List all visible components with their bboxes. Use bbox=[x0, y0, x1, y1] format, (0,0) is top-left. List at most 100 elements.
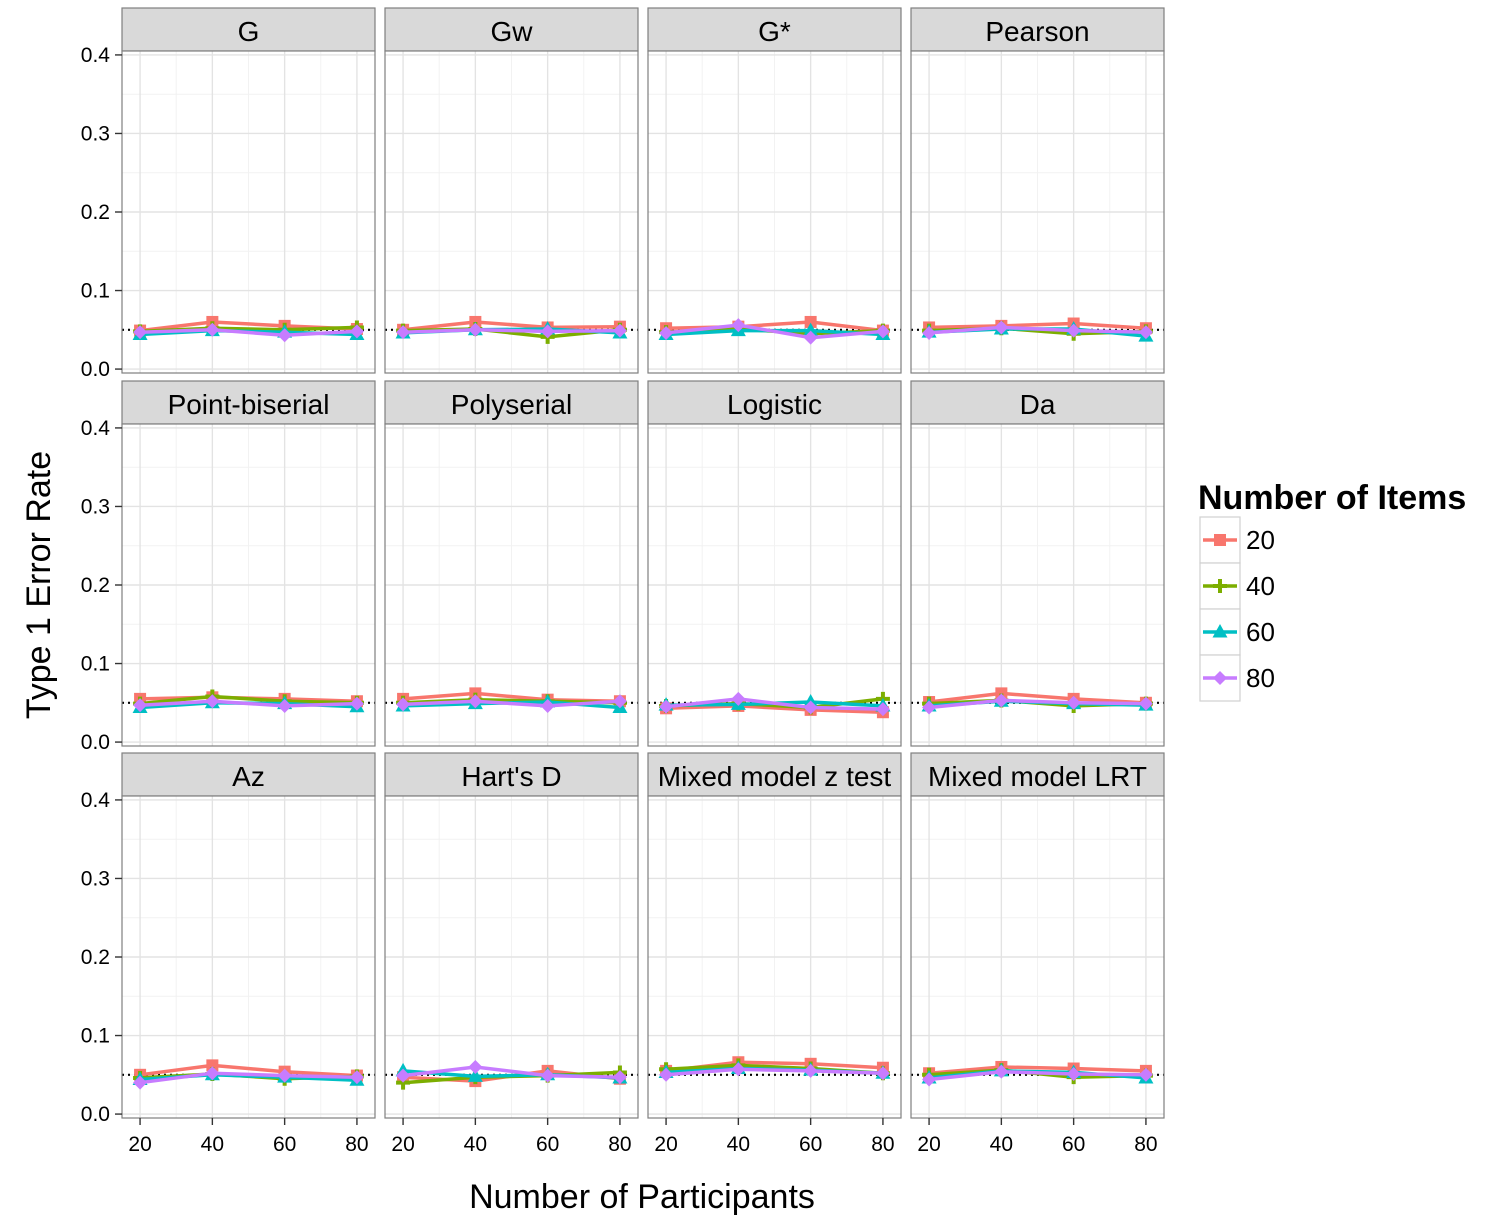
facet-title: Polyserial bbox=[451, 389, 572, 420]
facet-title: Pearson bbox=[985, 16, 1089, 47]
series-line bbox=[140, 328, 357, 338]
series-line bbox=[929, 321, 1147, 330]
facet-panel: Pearson bbox=[910, 7, 1165, 374]
y-tick-label: 0.1 bbox=[81, 280, 110, 303]
x-tick-label: 20 bbox=[917, 1133, 940, 1156]
facet-title: Az bbox=[232, 761, 265, 792]
data-point bbox=[468, 694, 483, 709]
data-point bbox=[277, 698, 292, 713]
data-point bbox=[277, 1068, 292, 1083]
legend-label: 60 bbox=[1246, 617, 1275, 647]
series-line bbox=[665, 1067, 883, 1077]
y-tick-label: 0.2 bbox=[81, 201, 110, 224]
facet-strip bbox=[384, 7, 639, 52]
facet-panel: Point-biserial bbox=[121, 380, 376, 747]
panel-border bbox=[647, 795, 902, 1119]
series-line bbox=[928, 1069, 1146, 1082]
axes-layer: 0.0 0.1 0.2 0.3 0.4 0.0 0.1 0.2 0.3 0.4 0.0 0.1 0.2 0… bbox=[81, 44, 1158, 1156]
facet-panel: G bbox=[121, 7, 376, 374]
legend-marker bbox=[1213, 671, 1227, 685]
data-point bbox=[1138, 325, 1153, 340]
data-point bbox=[468, 322, 483, 337]
facet-strip bbox=[910, 380, 1165, 425]
series-line bbox=[402, 320, 620, 332]
panel-border bbox=[910, 50, 1165, 374]
data-point bbox=[205, 694, 220, 709]
data-point bbox=[612, 323, 627, 338]
facet-panel: Gw bbox=[384, 7, 639, 374]
data-point bbox=[803, 322, 819, 337]
data-point bbox=[349, 1070, 364, 1085]
data-point bbox=[349, 324, 364, 339]
data-point bbox=[803, 700, 818, 715]
x-tick-label: 80 bbox=[871, 1133, 894, 1156]
series-line bbox=[666, 704, 883, 714]
data-point bbox=[922, 325, 937, 340]
y-tick-label: 0.0 bbox=[81, 1103, 110, 1126]
x-tick-label: 60 bbox=[1062, 1133, 1085, 1156]
data-point bbox=[994, 320, 1009, 335]
data-point bbox=[396, 325, 411, 340]
data-point bbox=[803, 1063, 818, 1078]
x-tick-label: 20 bbox=[654, 1133, 677, 1156]
facet-strip bbox=[647, 380, 902, 425]
y-tick-label: 0.4 bbox=[81, 44, 111, 67]
legend-marker bbox=[1212, 624, 1228, 638]
x-tick-label: 60 bbox=[799, 1133, 822, 1156]
data-point bbox=[875, 324, 890, 339]
facet-panel: Da bbox=[910, 380, 1165, 747]
facet-panel: Az bbox=[121, 752, 376, 1119]
legend-marker bbox=[1214, 534, 1226, 546]
data-point bbox=[1066, 1067, 1081, 1082]
facet-strip bbox=[384, 752, 639, 797]
data-point bbox=[731, 318, 746, 333]
facet-strip bbox=[910, 752, 1165, 797]
legend-title: Number of Items bbox=[1198, 479, 1466, 517]
y-tick-label: 0.3 bbox=[81, 122, 110, 145]
data-point bbox=[875, 702, 890, 717]
facet-strip bbox=[384, 380, 639, 425]
data-point bbox=[540, 698, 555, 713]
x-tick-label: 60 bbox=[536, 1133, 559, 1156]
facet-title: Logistic bbox=[727, 389, 822, 420]
series-line bbox=[403, 328, 620, 334]
data-point bbox=[804, 315, 817, 328]
x-tick-label: 80 bbox=[608, 1133, 631, 1156]
data-point bbox=[922, 1072, 937, 1087]
x-tick-label: 60 bbox=[273, 1133, 296, 1156]
data-point bbox=[994, 693, 1009, 708]
series-line bbox=[665, 697, 883, 711]
y-tick-label: 0.2 bbox=[81, 574, 110, 597]
facet-title: G bbox=[238, 16, 260, 47]
x-tick-label: 20 bbox=[391, 1133, 414, 1156]
data-point bbox=[922, 700, 937, 715]
data-point bbox=[349, 696, 364, 711]
data-point bbox=[540, 324, 555, 339]
series-line bbox=[928, 691, 1146, 705]
x-tick-label: 20 bbox=[128, 1133, 151, 1156]
series-line bbox=[402, 1065, 620, 1079]
data-point bbox=[612, 694, 627, 709]
y-tick-label: 0.3 bbox=[81, 495, 110, 518]
legend-label: 20 bbox=[1246, 525, 1275, 555]
data-point bbox=[205, 1066, 220, 1081]
panel-border bbox=[384, 50, 639, 374]
legend: Number of Items 20 40 60 80 bbox=[1198, 479, 1466, 702]
y-tick-label: 0.4 bbox=[81, 789, 111, 812]
data-point bbox=[731, 691, 746, 706]
legend-label: 80 bbox=[1246, 663, 1275, 693]
series-line bbox=[139, 1071, 357, 1085]
facet-panel: Hart's D bbox=[384, 752, 639, 1119]
y-axis-title: Type 1 Error Rate bbox=[20, 451, 58, 719]
data-point bbox=[206, 1059, 219, 1072]
facet-title: Mixed model z test bbox=[658, 761, 892, 792]
facet-strip bbox=[647, 752, 902, 797]
panel-border bbox=[384, 795, 639, 1119]
series-line bbox=[928, 698, 1146, 710]
data-point bbox=[1138, 696, 1153, 711]
legend-entry: 60 bbox=[1199, 608, 1275, 656]
data-point bbox=[612, 1070, 627, 1085]
y-tick-label: 0.2 bbox=[81, 946, 110, 969]
facet-panel: Logistic bbox=[647, 380, 902, 747]
facet-strip bbox=[121, 380, 376, 425]
